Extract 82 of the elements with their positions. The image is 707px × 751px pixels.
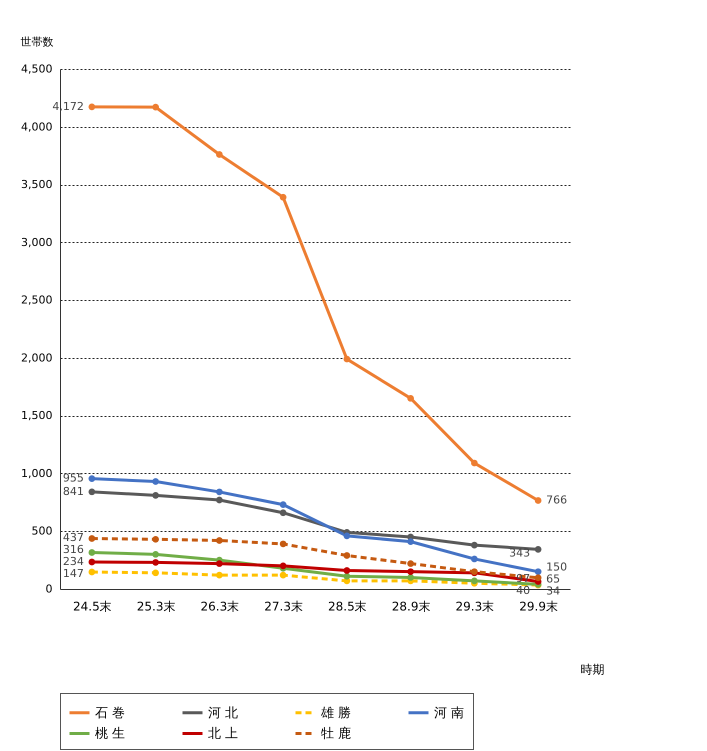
point	[407, 538, 414, 545]
legend-label: 石 巻	[95, 706, 126, 721]
point	[216, 560, 223, 567]
point	[471, 460, 478, 466]
point	[407, 574, 414, 581]
point	[344, 532, 350, 540]
point	[344, 356, 350, 362]
point	[280, 501, 286, 508]
point	[280, 572, 286, 578]
data-label: 65	[546, 572, 560, 586]
x-axis-title: 時期	[580, 662, 604, 676]
point	[344, 552, 350, 559]
point	[152, 104, 159, 110]
point	[407, 560, 414, 567]
point	[152, 536, 159, 543]
y-tick-label: 1,000	[21, 466, 52, 480]
x-tick-label: 29.3末	[456, 600, 494, 614]
x-tick-label: 29.9末	[519, 600, 558, 614]
point	[88, 549, 96, 556]
x-tick-label: 26.3末	[200, 600, 240, 614]
point	[216, 496, 223, 504]
x-tick-label: 28.9末	[392, 600, 430, 614]
point	[216, 572, 223, 578]
point	[152, 569, 159, 576]
point	[88, 568, 96, 576]
y-tick-label: 4,000	[21, 120, 52, 134]
legend-label: 河 南	[434, 706, 464, 721]
legend-label: 牡 鹿	[321, 726, 352, 742]
data-label: 343	[509, 546, 530, 560]
point	[88, 475, 96, 482]
point	[471, 556, 478, 562]
legend-label: 北 上	[208, 726, 238, 742]
data-label: 955	[62, 472, 84, 485]
point	[534, 574, 542, 582]
point	[216, 151, 223, 158]
y-tick-label: 1,500	[21, 409, 52, 422]
data-label: 234	[62, 555, 84, 568]
data-label: 316	[62, 543, 84, 556]
point	[88, 558, 96, 566]
y-tick-label: 500	[32, 524, 52, 538]
legend-label: 河 北	[208, 706, 238, 721]
point	[280, 509, 286, 516]
data-label: 437	[62, 531, 84, 544]
point	[534, 568, 542, 576]
point	[88, 104, 96, 110]
point	[344, 572, 350, 580]
point	[344, 567, 350, 574]
y-tick-label: 0	[46, 582, 52, 596]
point	[216, 488, 223, 496]
data-label: 97	[516, 572, 530, 586]
y-tick-label: 3,000	[21, 236, 52, 249]
legend-label: 雄 勝	[320, 706, 352, 721]
point	[407, 568, 414, 576]
y-tick-label: 2,500	[21, 294, 52, 307]
x-tick-label: 25.3末	[136, 600, 176, 614]
point	[88, 488, 96, 496]
point	[152, 478, 159, 485]
y-tick-label: 3,500	[21, 178, 52, 192]
legend-label: 桃 生	[95, 726, 126, 742]
x-tick-label: 24.5末	[73, 600, 112, 614]
point	[152, 559, 159, 566]
data-label: 150	[546, 560, 568, 574]
data-label: 841	[62, 484, 84, 498]
point	[280, 540, 286, 548]
point	[471, 542, 478, 548]
point	[280, 194, 286, 201]
x-tick-label: 28.5末	[328, 600, 367, 614]
point	[407, 394, 414, 402]
point	[152, 492, 159, 499]
y-tick-label: 2,000	[21, 351, 52, 364]
data-label: 147	[62, 567, 84, 580]
point	[152, 550, 159, 558]
point	[534, 546, 542, 553]
point	[534, 497, 542, 504]
y-tick-label: 4,500	[21, 62, 52, 76]
x-tick-label: 27.3末	[264, 600, 303, 614]
point	[88, 535, 96, 542]
y-axis-title: 世帯数	[20, 36, 54, 48]
point	[216, 537, 223, 544]
point	[280, 562, 286, 570]
data-label: 766	[546, 493, 568, 506]
point	[471, 578, 478, 584]
